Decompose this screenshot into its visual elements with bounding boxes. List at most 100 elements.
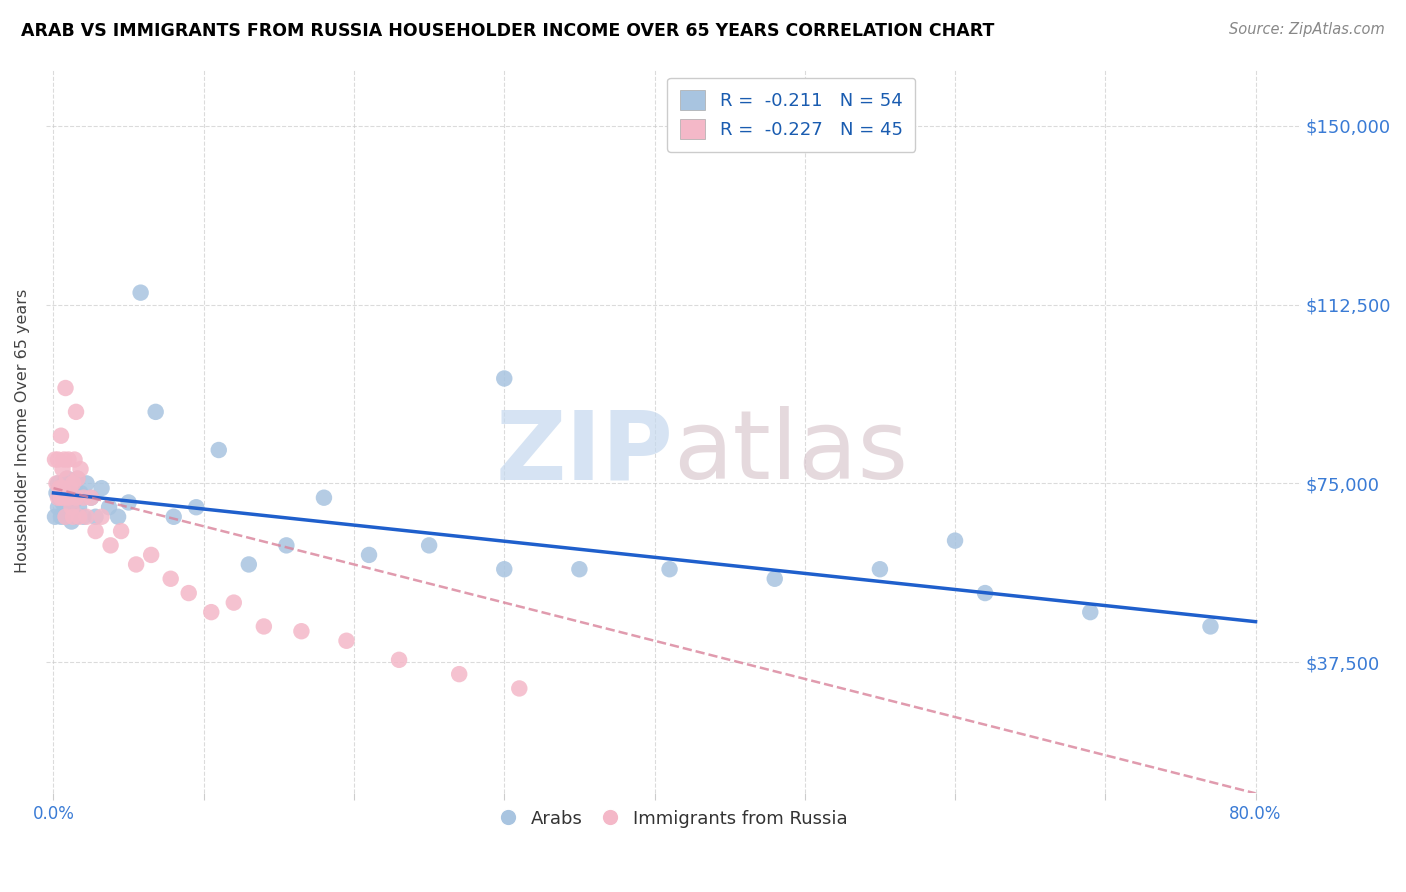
Point <box>66 472 89 486</box>
Point <box>65 491 87 505</box>
Text: ARAB VS IMMIGRANTS FROM RUSSIA HOUSEHOLDER INCOME OVER 65 YEARS CORRELATION CHAR: ARAB VS IMMIGRANTS FROM RUSSIA HOUSEHOLD… <box>21 22 994 40</box>
Point <box>63 452 86 467</box>
Point <box>72 491 94 505</box>
Point <box>69 486 91 500</box>
Point <box>46 500 69 515</box>
Text: Source: ZipAtlas.com: Source: ZipAtlas.com <box>1229 22 1385 37</box>
Point <box>59 481 82 495</box>
Point <box>53 491 76 505</box>
Point <box>45 486 67 500</box>
Point <box>58 491 80 505</box>
Point <box>141 548 163 562</box>
Point <box>186 500 208 515</box>
Point <box>84 509 107 524</box>
Point <box>51 495 73 509</box>
Point <box>98 500 121 515</box>
Point <box>44 509 66 524</box>
Point <box>974 586 997 600</box>
Point <box>53 452 76 467</box>
Point <box>60 500 83 515</box>
Point <box>125 558 148 572</box>
Point <box>58 452 80 467</box>
Point <box>76 509 98 524</box>
Point <box>45 476 67 491</box>
Point <box>66 472 89 486</box>
Point <box>49 491 72 505</box>
Point <box>65 509 87 524</box>
Point <box>200 605 222 619</box>
Point <box>55 509 77 524</box>
Point <box>55 491 77 505</box>
Point <box>508 681 530 696</box>
Point <box>177 586 200 600</box>
Point <box>58 481 80 495</box>
Point <box>46 476 69 491</box>
Point <box>943 533 966 548</box>
Point <box>357 548 380 562</box>
Point <box>51 462 73 476</box>
Point <box>46 491 69 505</box>
Point <box>53 505 76 519</box>
Point <box>869 562 891 576</box>
Point <box>65 491 87 505</box>
Point <box>55 381 77 395</box>
Point <box>51 481 73 495</box>
Point <box>1199 619 1222 633</box>
Point <box>46 452 69 467</box>
Point <box>48 491 70 505</box>
Point <box>159 572 181 586</box>
Point <box>84 524 107 538</box>
Text: ZIP: ZIP <box>495 406 673 500</box>
Point <box>67 509 90 524</box>
Point <box>69 462 91 476</box>
Point <box>58 500 80 515</box>
Point <box>56 472 79 486</box>
Point <box>238 558 260 572</box>
Y-axis label: Householder Income Over 65 years: Householder Income Over 65 years <box>15 289 30 573</box>
Point <box>63 481 86 495</box>
Point <box>90 509 112 524</box>
Point <box>763 572 786 586</box>
Point <box>56 472 79 486</box>
Point <box>60 515 83 529</box>
Point <box>51 486 73 500</box>
Point <box>276 538 298 552</box>
Point <box>222 596 245 610</box>
Point <box>1078 605 1101 619</box>
Point <box>449 667 471 681</box>
Point <box>76 476 98 491</box>
Point <box>110 524 132 538</box>
Point <box>117 495 139 509</box>
Point <box>80 491 103 505</box>
Point <box>388 653 411 667</box>
Point <box>48 481 70 495</box>
Point <box>290 624 312 639</box>
Point <box>62 509 84 524</box>
Point <box>44 452 66 467</box>
Point <box>208 442 231 457</box>
Point <box>163 509 186 524</box>
Point <box>658 562 681 576</box>
Point <box>67 500 90 515</box>
Point <box>568 562 591 576</box>
Point <box>494 562 516 576</box>
Point <box>72 509 94 524</box>
Point <box>55 509 77 524</box>
Point <box>107 509 129 524</box>
Point <box>129 285 152 300</box>
Point <box>90 481 112 495</box>
Legend: Arabs, Immigrants from Russia: Arabs, Immigrants from Russia <box>491 802 855 835</box>
Point <box>418 538 440 552</box>
Point <box>60 486 83 500</box>
Point <box>62 476 84 491</box>
Point <box>62 495 84 509</box>
Text: atlas: atlas <box>673 406 908 500</box>
Point <box>49 428 72 442</box>
Point <box>253 619 276 633</box>
Point <box>49 481 72 495</box>
Point <box>53 476 76 491</box>
Point <box>49 509 72 524</box>
Point <box>65 405 87 419</box>
Point <box>145 405 167 419</box>
Point <box>335 633 357 648</box>
